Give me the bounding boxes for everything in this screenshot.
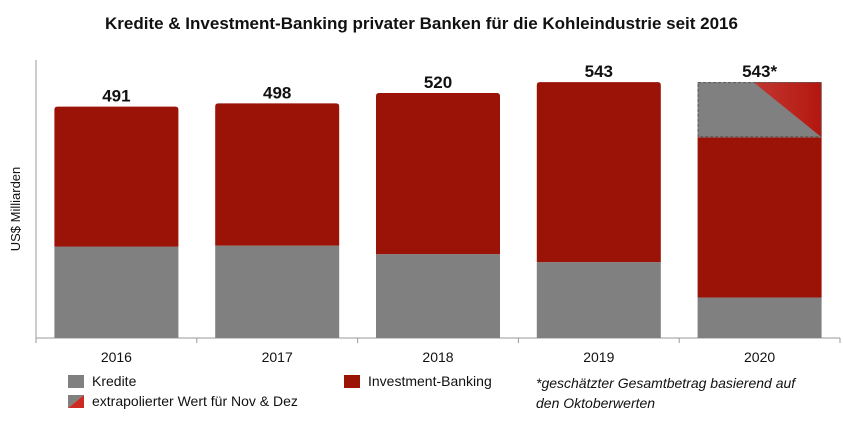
labels: US$ Milliarden 491 2016 498 2017 520 2018 543 20… (8, 62, 777, 365)
x-tick-label-2016: 2016 (101, 349, 132, 365)
bar-kredite-2017 (215, 245, 340, 338)
legend-label-extrapoliert: extrapolierter Wert für Nov & Dez (92, 393, 298, 409)
footnote-line-2: den Oktoberwerten (536, 395, 656, 411)
bars (54, 82, 822, 338)
legend-swatch-investment-banking (344, 374, 360, 388)
bar-kredite-2019 (536, 262, 661, 338)
total-label-2020: 543* (742, 62, 777, 81)
bar-kredite-2020 (697, 297, 822, 338)
legend-swatch-extrapoliert (68, 394, 84, 408)
bar-investment-banking-2017 (215, 103, 340, 246)
legend-item-investment-banking: Investment-Banking (344, 373, 492, 389)
x-tick-label-2019: 2019 (583, 349, 614, 365)
x-tick-label-2017: 2017 (262, 349, 293, 365)
legend-label-investment-banking: Investment-Banking (368, 373, 492, 389)
total-label-2019: 543 (585, 62, 613, 81)
y-axis-label: US$ Milliarden (8, 167, 23, 252)
total-label-2018: 520 (424, 73, 452, 92)
bar-extrapoliert-2020 (697, 82, 822, 138)
x-tick-label-2018: 2018 (422, 349, 453, 365)
legend-swatch-kredite (68, 374, 84, 388)
bar-investment-banking-2018 (376, 92, 500, 255)
bar-investment-banking-2016 (54, 106, 179, 247)
bar-investment-banking-2019 (536, 82, 661, 263)
bar-investment-banking-2020 (697, 137, 822, 298)
bar-kredite-2018 (376, 254, 500, 338)
legend-label-kredite: Kredite (92, 373, 137, 389)
total-label-2016: 491 (102, 87, 130, 106)
footnote: *geschätzter Gesamtbetrag basierend auf … (536, 373, 836, 413)
bar-kredite-2016 (54, 246, 179, 338)
legend-item-extrapoliert: extrapolierter Wert für Nov & Dez (68, 393, 298, 409)
legend-item-kredite: Kredite (68, 373, 136, 389)
footnote-line-1: *geschätzter Gesamtbetrag basierend auf (536, 375, 796, 391)
x-tick-label-2020: 2020 (744, 349, 775, 365)
chart-title: Kredite & Investment-Banking privater Ba… (105, 14, 738, 33)
total-label-2017: 498 (263, 83, 291, 102)
